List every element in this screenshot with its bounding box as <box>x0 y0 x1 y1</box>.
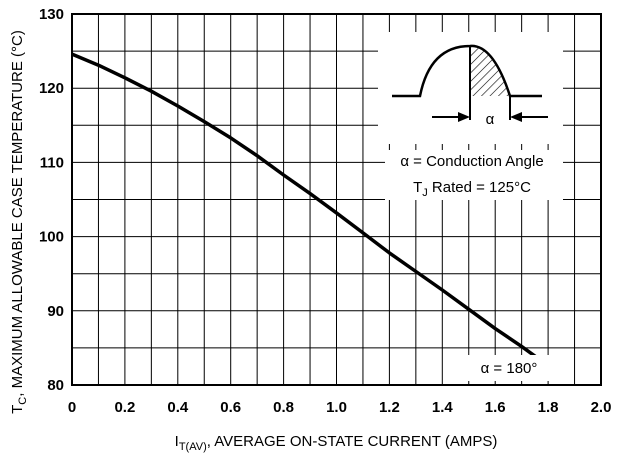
y-tick-label: 120 <box>39 80 64 97</box>
x-tick-label: 1.4 <box>432 399 454 416</box>
x-axis-ticks: 0 0.2 0.4 0.6 0.8 1.0 1.2 1.4 1.6 1.8 2.0 <box>68 399 612 416</box>
y-tick-label: 90 <box>47 303 64 320</box>
legend-line-1: α = Conduction Angle <box>400 153 543 170</box>
y-tick-label: 80 <box>47 377 64 394</box>
curve-label-background <box>466 355 552 381</box>
x-tick-label: 1.0 <box>326 399 347 416</box>
x-tick-label: 1.2 <box>379 399 400 416</box>
waveform-inset: α <box>378 32 563 144</box>
x-tick-label: 0.8 <box>273 399 294 416</box>
y-tick-label: 100 <box>39 229 64 246</box>
y-tick-label: 130 <box>39 6 64 23</box>
x-tick-label: 0.2 <box>114 399 135 416</box>
legend-background <box>385 150 563 200</box>
y-tick-label: 110 <box>40 154 64 171</box>
x-tick-label: 2.0 <box>591 399 612 416</box>
series-line <box>71 52 550 368</box>
alpha-symbol: α <box>486 111 495 128</box>
waveform-hatched-area <box>470 45 510 96</box>
legend-line-2: TJ Rated = 125°C <box>413 179 531 199</box>
y-axis-label: TC, MAXIMUM ALLOWABLE CASE TEMPERATURE (… <box>9 30 29 414</box>
x-tick-label: 0.6 <box>220 399 241 416</box>
curve-label: α = 180° <box>481 360 538 377</box>
x-tick-label: 0 <box>68 399 76 416</box>
x-axis-label: IT(AV), AVERAGE ON-STATE CURRENT (AMPS) <box>175 433 498 453</box>
x-tick-label: 0.4 <box>167 399 189 416</box>
x-tick-label: 1.6 <box>485 399 506 416</box>
right-arrow-head <box>510 112 522 122</box>
left-arrow-head <box>458 112 470 122</box>
y-axis-ticks: 80 90 100 110 120 130 <box>39 6 64 394</box>
x-tick-label: 1.8 <box>538 399 559 416</box>
plot-frame <box>71 13 602 386</box>
